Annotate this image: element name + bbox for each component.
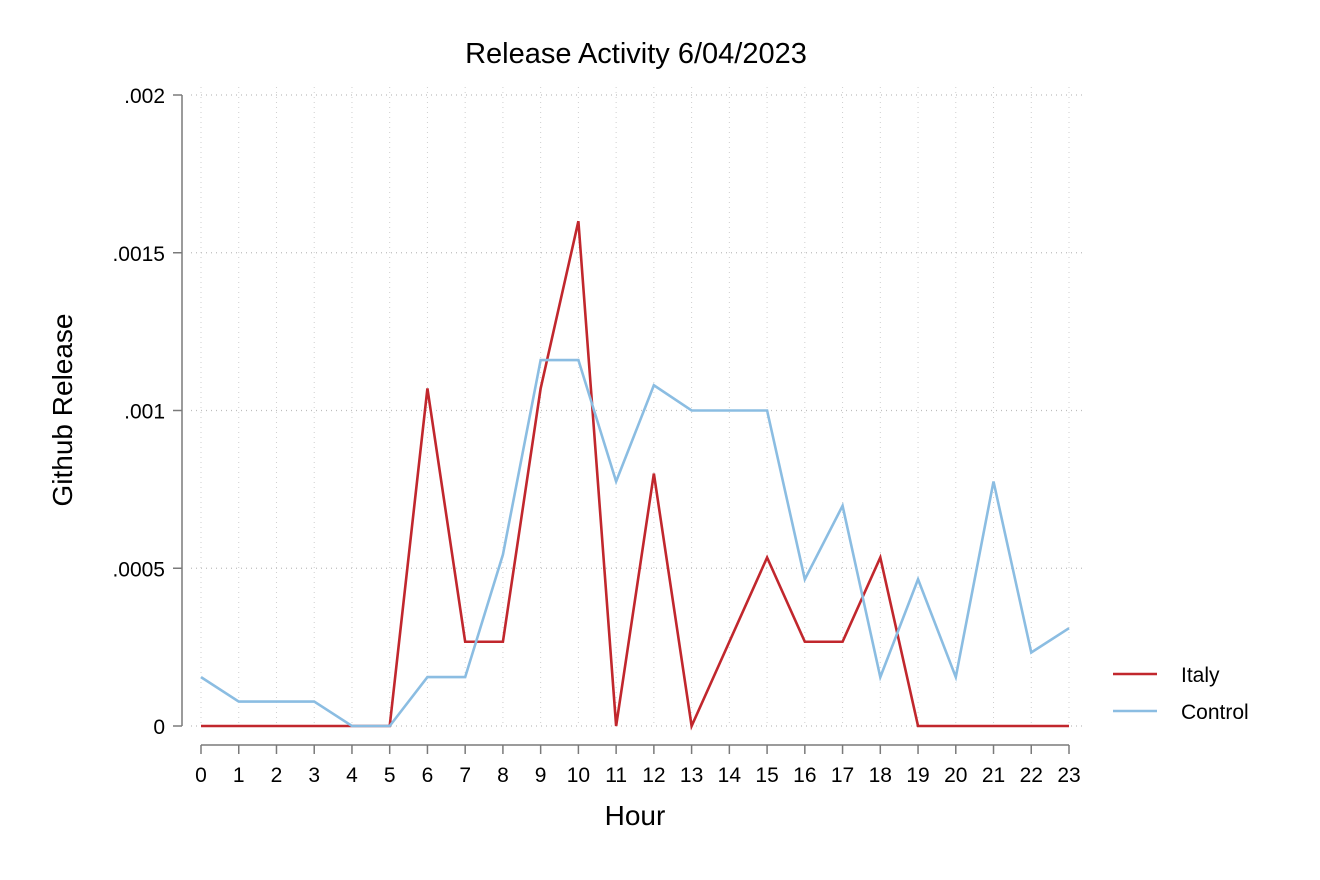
x-tick-label-5: 5 [384, 764, 396, 787]
legend-label-italy: Italy [1181, 664, 1220, 687]
x-tick-label-20: 20 [944, 764, 967, 787]
y-tick-label-4: .002 [124, 85, 165, 108]
y-axis-label: Github Release [47, 313, 78, 506]
x-tick-label-0: 0 [195, 764, 207, 787]
legend-label-control: Control [1181, 701, 1249, 724]
x-tick-label-22: 22 [1020, 764, 1043, 787]
chart-title: Release Activity 6/04/2023 [465, 38, 807, 70]
x-tick-label-8: 8 [497, 764, 509, 787]
x-tick-label-23: 23 [1057, 764, 1080, 787]
x-tick-label-4: 4 [346, 764, 358, 787]
x-tick-label-9: 9 [535, 764, 547, 787]
x-tick-label-3: 3 [308, 764, 320, 787]
x-tick-label-18: 18 [869, 764, 892, 787]
grid-layer [191, 87, 1085, 727]
x-tick-label-16: 16 [793, 764, 816, 787]
legend: Italy Control [1113, 664, 1249, 724]
y-tick-label-2: .001 [124, 401, 165, 424]
x-tick-label-11: 11 [605, 764, 627, 787]
x-tick-label-10: 10 [567, 764, 590, 787]
x-tick-label-7: 7 [459, 764, 471, 787]
series-layer [200, 220, 1070, 731]
x-tick-label-2: 2 [271, 764, 283, 787]
x-tick-label-19: 19 [906, 764, 929, 787]
x-tick-label-12: 12 [642, 764, 665, 787]
series-line-italy [201, 220, 1069, 731]
x-tick-label-6: 6 [422, 764, 434, 787]
x-tick-label-17: 17 [831, 764, 854, 787]
y-tick-label-3: .0015 [112, 243, 165, 266]
x-tick-label-13: 13 [680, 764, 703, 787]
x-tick-label-1: 1 [233, 764, 245, 787]
series-line-control [200, 358, 1070, 728]
x-tick-label-15: 15 [755, 764, 778, 787]
y-tick-label-1: .0005 [112, 558, 165, 581]
x-tick-label-21: 21 [982, 764, 1005, 787]
y-tick-label-0: 0 [153, 716, 165, 739]
x-tick-label-14: 14 [718, 764, 742, 787]
x-axis-label: Hour [605, 800, 666, 831]
